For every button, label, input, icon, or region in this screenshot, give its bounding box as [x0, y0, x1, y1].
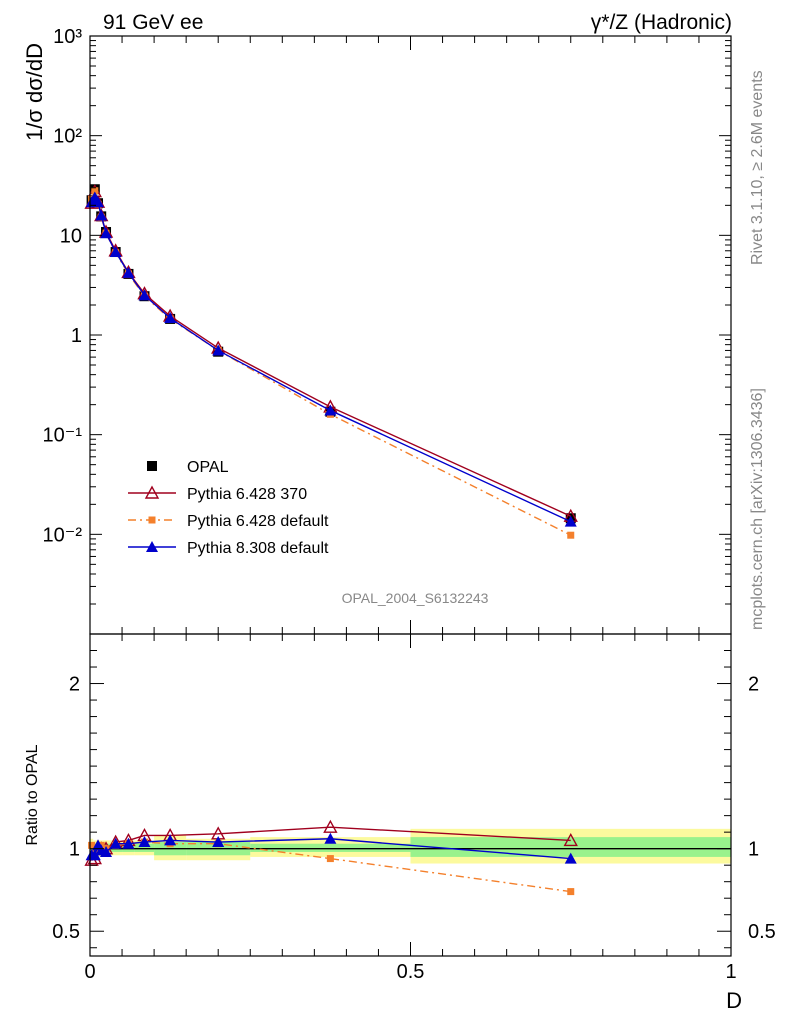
data-point — [324, 832, 337, 844]
data-point — [100, 845, 113, 857]
data-point — [567, 888, 575, 896]
data-point — [88, 849, 101, 861]
data-point — [144, 485, 160, 499]
x-tick-label: 0 — [84, 961, 95, 983]
y-tick-label-right: 1 — [748, 839, 759, 861]
data-point — [564, 852, 577, 864]
data-point — [122, 837, 135, 849]
legend: OPAL Pythia 6.428 370 Pythia 6.428 default… — [128, 459, 329, 557]
data-point — [88, 841, 96, 849]
data-point — [91, 187, 99, 195]
series-3 — [85, 191, 577, 527]
y-tick-label: 2 — [69, 674, 80, 696]
main-ylabel: 1/σ dσ/dD — [22, 43, 47, 141]
data-point — [564, 515, 577, 527]
rivet-label: Rivet 3.1.10, ≥ 2.6M events — [749, 70, 766, 265]
y-tick-label-right: 2 — [748, 674, 759, 696]
uncertainty-band-inner — [250, 843, 411, 852]
y-tick-label: 10 — [60, 225, 82, 247]
x-tick-label: 0.5 — [397, 961, 425, 983]
y-tick-label-right: 0.5 — [748, 921, 776, 943]
y-tick-label: 10² — [53, 126, 82, 148]
y-tick-label: 0.5 — [52, 921, 80, 943]
x-axis-label: D — [726, 988, 742, 1013]
uncertainty-band-inner — [134, 843, 155, 852]
series-line — [91, 196, 572, 523]
x-tick-label: 1 — [725, 961, 736, 983]
data-point — [138, 289, 151, 301]
analysis-label: OPAL_2004_S6132243 — [342, 590, 489, 606]
data-point — [164, 312, 177, 324]
data-point — [146, 541, 158, 552]
y-tick-label: 1 — [71, 325, 82, 347]
data-point — [148, 516, 156, 524]
legend-label: Pythia 6.428 default — [187, 513, 329, 530]
data-point — [122, 266, 135, 278]
ratio-panel: 0.5 0.51 12 20 0.5 1 Ratio to OPAL D — [24, 633, 776, 1013]
y-tick-label: 10³ — [53, 26, 82, 48]
data-point — [109, 837, 122, 849]
data-point — [323, 819, 338, 833]
legend-label: OPAL — [187, 459, 229, 476]
ratio-series-2 — [85, 832, 577, 864]
data-point — [109, 246, 122, 258]
legend-label: Pythia 8.308 default — [187, 540, 329, 557]
series-2 — [88, 187, 575, 539]
data-point — [164, 834, 177, 846]
series-0 — [86, 184, 576, 524]
main-panel: 10³ 10² 10 1 10⁻¹ 10⁻² 1/σ dσ/dD OPAL_2004_S6… — [22, 26, 732, 635]
mcplots-label: mcplots.cern.ch [arXiv:1306.3436] — [749, 388, 766, 630]
data-point — [326, 855, 334, 863]
data-point — [147, 461, 157, 471]
data-point — [138, 836, 151, 848]
series-1 — [84, 184, 578, 522]
y-tick-label: 10⁻² — [43, 524, 83, 546]
header-left: 91 GeV ee — [103, 11, 203, 34]
data-point — [95, 209, 108, 221]
data-point — [567, 531, 575, 539]
data-point — [92, 196, 105, 208]
data-point — [563, 832, 578, 847]
data-point — [100, 227, 113, 239]
data-point — [212, 836, 225, 848]
legend-label: Pythia 6.428 370 — [187, 486, 307, 503]
y-tick-label: 10⁻¹ — [43, 425, 83, 447]
data-point — [324, 404, 337, 416]
series-line — [90, 189, 572, 517]
data-point — [212, 344, 225, 356]
ratio-ylabel: Ratio to OPAL — [24, 744, 41, 845]
ratio-frame — [89, 633, 732, 957]
header-right: γ*/Z (Hadronic) — [591, 11, 732, 34]
y-tick-label: 1 — [69, 839, 80, 861]
